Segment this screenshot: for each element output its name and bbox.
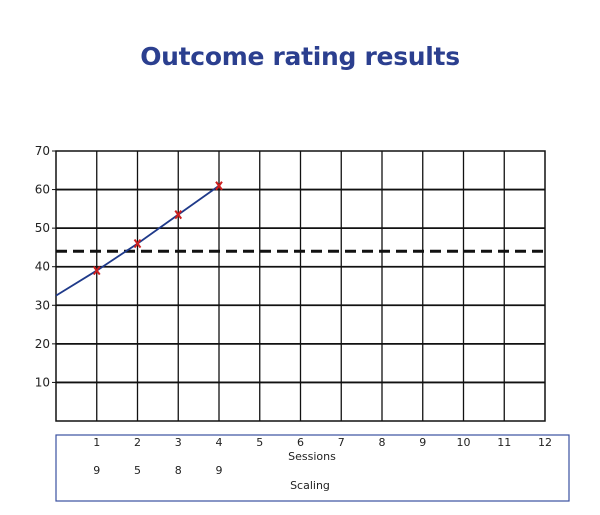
x-tick-label: 2 (134, 436, 141, 449)
x-tick-label: 3 (175, 436, 182, 449)
x-tick-label: 8 (379, 436, 386, 449)
scaling-value: 5 (134, 464, 141, 477)
x-tick-label: 1 (93, 436, 100, 449)
x-tick-label: 12 (538, 436, 552, 449)
grid (55, 150, 546, 422)
scaling-value: 9 (93, 464, 100, 477)
y-tick-label: 20 (35, 337, 50, 351)
x-tick-label: 5 (256, 436, 263, 449)
data-point (215, 181, 223, 191)
y-tick-label: 50 (35, 221, 50, 235)
data-point (174, 210, 183, 220)
series-group (55, 181, 223, 297)
data-point (92, 265, 101, 276)
x-tick-label: 6 (297, 436, 304, 449)
y-tick-label: 60 (35, 183, 50, 197)
data-point (133, 238, 142, 249)
x-tick-label: 11 (497, 436, 511, 449)
y-tick-label: 10 (35, 375, 50, 389)
scaling-value: 8 (175, 464, 182, 477)
y-tick-label: 70 (35, 144, 50, 158)
x-tick-label: 9 (419, 436, 426, 449)
y-axis-ticks: 10 20 30 40 50 60 70 (35, 144, 56, 389)
y-tick-label: 30 (35, 298, 50, 312)
sessions-table-border (55, 434, 570, 502)
y-tick-label: 40 (35, 260, 50, 274)
x-tick-label: 7 (338, 436, 345, 449)
chart-title: Outcome rating results (140, 42, 460, 71)
x-tick-label: 4 (216, 436, 223, 449)
x-axis-label: Sessions (288, 450, 336, 463)
x-tick-label: 10 (457, 436, 471, 449)
scaling-label: Scaling (290, 479, 330, 492)
scaling-value: 9 (216, 464, 223, 477)
